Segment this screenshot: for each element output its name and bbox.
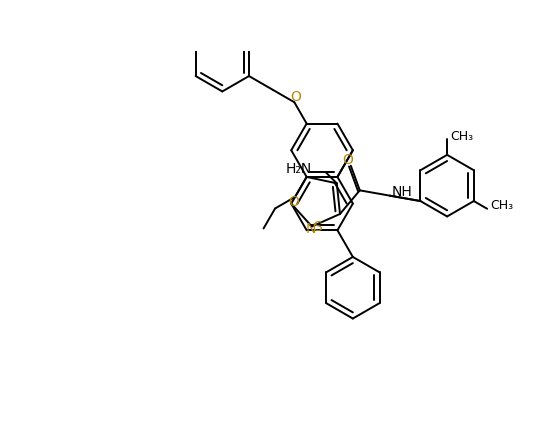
Text: O: O [342,153,353,168]
Text: N: N [306,222,317,236]
Text: CH₃: CH₃ [490,199,513,212]
Text: O: O [288,195,299,209]
Text: H₂N: H₂N [286,162,312,176]
Text: O: O [290,90,301,104]
Text: S: S [313,220,322,234]
Text: CH₃: CH₃ [450,130,474,143]
Text: NH: NH [392,185,413,199]
